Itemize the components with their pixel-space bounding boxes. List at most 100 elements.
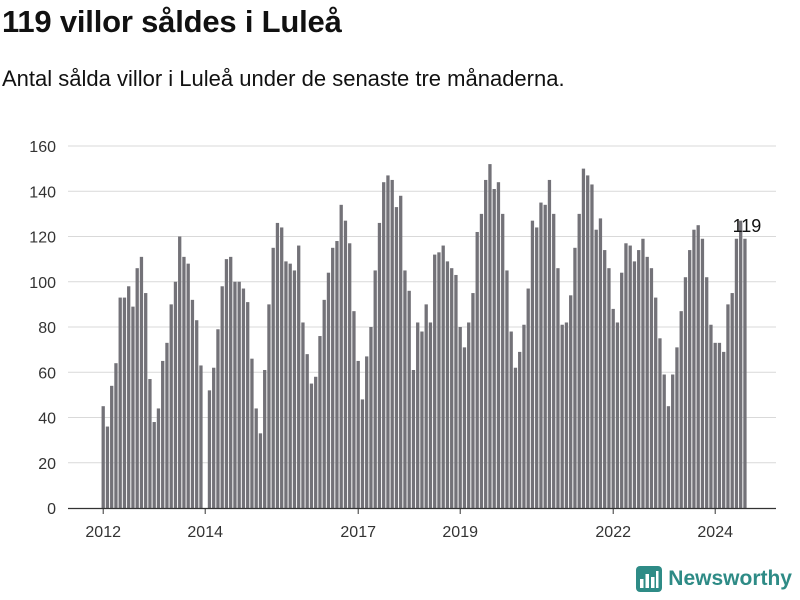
y-tick-label: 20 (38, 456, 56, 473)
bar (352, 311, 356, 508)
bar (335, 241, 339, 508)
y-tick-label: 0 (47, 501, 56, 518)
bar (743, 238, 747, 508)
bar (543, 204, 547, 508)
bar (675, 347, 679, 508)
bar (522, 324, 526, 508)
bar (700, 238, 705, 508)
x-tick-label: 2017 (340, 524, 376, 541)
bar (586, 175, 590, 508)
bar (637, 250, 641, 508)
value-annotation: 119 (733, 216, 762, 236)
bar (471, 293, 475, 508)
bar (139, 256, 144, 508)
bar (535, 227, 539, 508)
bar (611, 308, 615, 508)
bar (186, 263, 190, 508)
bar (569, 295, 573, 508)
y-tick-label: 80 (38, 320, 56, 337)
newsworthy-logo[interactable]: Newsworthy (636, 566, 792, 592)
bar (479, 213, 484, 508)
bar (594, 229, 598, 508)
bar (547, 179, 552, 508)
bar (615, 322, 620, 508)
bar (169, 304, 173, 508)
y-tick-label: 40 (38, 411, 56, 428)
bar (458, 327, 462, 508)
bar-chart-logo-icon (636, 566, 663, 592)
bar (607, 268, 611, 508)
bar (280, 227, 284, 508)
bar (539, 202, 543, 508)
bar (488, 164, 492, 508)
bar (654, 297, 658, 508)
bar (101, 406, 105, 508)
bar (445, 261, 450, 508)
bar (496, 182, 501, 508)
bar (360, 399, 365, 508)
y-tick-label: 140 (29, 184, 56, 201)
bar (505, 270, 509, 508)
bar (339, 204, 343, 508)
bar (726, 304, 730, 508)
bar (178, 236, 182, 508)
bar (271, 247, 275, 508)
bar (267, 304, 271, 508)
page-title: 119 villor såldes i Luleå (2, 4, 342, 39)
bar (624, 243, 628, 508)
bar (581, 168, 586, 508)
bar (382, 182, 386, 508)
bar (292, 270, 297, 508)
bar (369, 327, 373, 508)
bar (713, 342, 717, 508)
bar (709, 324, 713, 508)
x-tick-label: 2012 (85, 524, 121, 541)
bar (161, 360, 165, 508)
page-subtitle: Antal sålda villor i Luleå under de sena… (2, 66, 565, 91)
bar (275, 222, 280, 509)
y-tick-label: 160 (29, 139, 56, 156)
bar (666, 406, 671, 508)
bar (224, 259, 229, 508)
bar (190, 299, 195, 508)
bar (645, 256, 649, 508)
bar (122, 297, 127, 508)
bar (220, 286, 224, 508)
bar (144, 293, 148, 508)
bar (628, 245, 632, 509)
bar (556, 268, 560, 508)
bar (386, 175, 390, 508)
bar (467, 322, 471, 508)
bar (148, 379, 152, 508)
bar (305, 354, 309, 508)
y-tick-label: 120 (29, 230, 56, 247)
bar (598, 218, 603, 508)
bar (420, 331, 424, 508)
bar (314, 376, 318, 508)
bar (450, 268, 454, 508)
bar (250, 358, 254, 508)
bar (730, 293, 734, 508)
bar (433, 254, 437, 508)
bar (110, 385, 114, 508)
bar (475, 231, 479, 508)
bar (441, 245, 445, 509)
bar (365, 356, 369, 508)
bar (683, 277, 688, 508)
bar (671, 374, 675, 508)
bar (603, 250, 607, 508)
bar (246, 302, 250, 508)
bar (254, 408, 258, 508)
bar (297, 245, 301, 509)
bar (241, 288, 246, 508)
bar (216, 329, 220, 508)
bar (462, 347, 467, 508)
bar (424, 304, 428, 508)
bar (118, 297, 122, 508)
bar (229, 256, 233, 508)
bar (577, 213, 581, 508)
bar (658, 338, 662, 508)
bar (620, 272, 624, 508)
bar (237, 281, 241, 508)
